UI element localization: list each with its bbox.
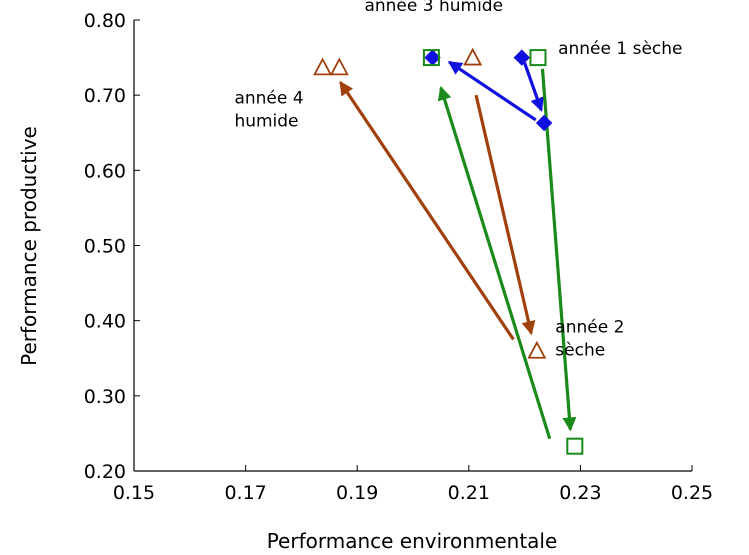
annotation-line: sèche bbox=[555, 341, 605, 361]
arrows bbox=[339, 60, 577, 440]
y-tick-label: 0.20 bbox=[84, 461, 126, 483]
square-marker bbox=[529, 49, 547, 67]
annotation-line: humide bbox=[234, 111, 298, 131]
triangle-marker bbox=[313, 57, 333, 76]
triangle-marker bbox=[527, 340, 547, 359]
x-tick-label: 0.25 bbox=[671, 482, 713, 504]
trajectory-arrow bbox=[447, 60, 537, 122]
annotation-label: année 3 humide bbox=[364, 0, 503, 16]
diamond-marker bbox=[535, 114, 553, 132]
trajectory-arrow bbox=[523, 62, 544, 112]
diamond-marker bbox=[513, 49, 531, 66]
y-tick-label: 0.50 bbox=[84, 236, 126, 258]
y-tick-label: 0.30 bbox=[84, 386, 126, 408]
x-tick-label: 0.23 bbox=[559, 482, 601, 504]
annotation-label: année 1 sèche bbox=[558, 39, 682, 59]
y-tick-label: 0.80 bbox=[84, 10, 126, 32]
triangle-marker bbox=[329, 57, 349, 76]
axes: 0.15 0.17 0.19 0.21 0.23 0.25 0.20 0.30 0.40 0.50… bbox=[84, 10, 713, 504]
annotation-label: année 2 sèche bbox=[555, 318, 624, 361]
y-tick-label: 0.70 bbox=[84, 85, 126, 107]
x-tick-label: 0.19 bbox=[336, 482, 378, 504]
square-marker bbox=[422, 49, 440, 67]
y-tick-label: 0.60 bbox=[84, 160, 126, 182]
x-tick-label: 0.21 bbox=[448, 482, 490, 504]
triangle-marker bbox=[463, 47, 483, 66]
annotation-line: année 3 humide bbox=[364, 0, 503, 16]
labels: année 3 humide année 1 sèche année 4 humide… bbox=[234, 0, 682, 361]
y-tick-label: 0.40 bbox=[84, 311, 126, 333]
trajectory-arrow bbox=[474, 94, 536, 336]
markers bbox=[313, 47, 584, 455]
square-marker bbox=[566, 437, 584, 455]
x-tick-label: 0.15 bbox=[113, 482, 155, 504]
trajectory-arrow bbox=[339, 80, 515, 341]
annotation-line: année 1 sèche bbox=[558, 39, 682, 59]
annotation-label: année 4 humide bbox=[234, 88, 303, 131]
annotation-line: année 4 bbox=[234, 88, 303, 108]
x-axis-title: Performance environmentale bbox=[267, 529, 558, 553]
trajectory-arrow bbox=[540, 68, 577, 432]
trajectory-arrow bbox=[437, 85, 552, 440]
y-axis-title: Performance productive bbox=[17, 126, 41, 366]
diamond-marker bbox=[424, 49, 441, 66]
annotation-line: année 2 bbox=[555, 318, 624, 338]
x-tick-label: 0.17 bbox=[224, 482, 266, 504]
